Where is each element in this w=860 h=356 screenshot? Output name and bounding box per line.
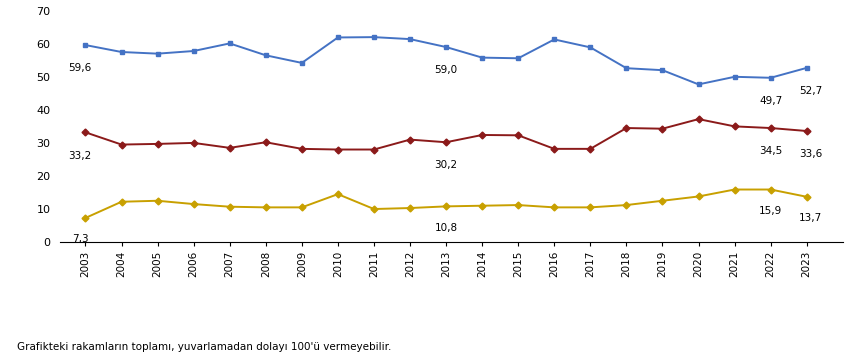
Mutlu [693,82,703,87]
Text: 59,6: 59,6 [69,63,92,73]
Ne mutlu ne mutsuz [297,147,307,151]
Mutlu [585,45,595,49]
Ne mutlu ne mutsuz [657,127,667,131]
Mutlu [188,49,199,53]
Mutsuz [477,204,488,208]
Ne mutlu ne mutsuz [621,126,631,130]
Mutsuz [657,199,667,203]
Ne mutlu ne mutsuz [802,129,812,133]
Text: 13,7: 13,7 [799,213,822,223]
Text: Grafikteki rakamların toplamı, yuvarlamadan dolayı 100'ü vermeyebilir.: Grafikteki rakamların toplamı, yuvarlama… [17,342,391,352]
Mutlu [550,37,560,42]
Mutsuz [513,203,524,207]
Mutlu [80,43,90,47]
Mutlu [441,45,452,49]
Ne mutlu ne mutsuz [513,133,524,137]
Ne mutlu ne mutsuz [585,147,595,151]
Mutlu [657,68,667,72]
Text: 49,7: 49,7 [759,96,783,106]
Mutlu [802,66,812,70]
Line: Mutsuz: Mutsuz [83,187,809,220]
Mutlu [513,56,524,61]
Mutlu [333,35,343,40]
Ne mutlu ne mutsuz [152,142,163,146]
Mutlu [621,66,631,70]
Mutsuz [224,205,235,209]
Mutsuz [188,202,199,206]
Mutsuz [116,200,126,204]
Text: 10,8: 10,8 [434,223,458,233]
Ne mutlu ne mutsuz [477,133,488,137]
Ne mutlu ne mutsuz [333,147,343,152]
Line: Ne mutlu ne mutsuz: Ne mutlu ne mutsuz [83,117,809,152]
Mutsuz [333,192,343,196]
Ne mutlu ne mutsuz [116,142,126,147]
Mutlu [152,52,163,56]
Mutsuz [152,199,163,203]
Mutsuz [802,195,812,199]
Mutsuz [621,203,631,207]
Text: 7,3: 7,3 [71,235,89,245]
Mutsuz [765,187,776,192]
Ne mutlu ne mutsuz [729,124,740,129]
Text: 15,9: 15,9 [759,206,783,216]
Mutsuz [693,194,703,199]
Ne mutlu ne mutsuz [188,141,199,145]
Mutsuz [369,207,379,211]
Mutlu [729,75,740,79]
Ne mutlu ne mutsuz [405,137,415,142]
Mutsuz [261,205,271,209]
Mutsuz [297,205,307,209]
Mutsuz [550,205,560,209]
Mutsuz [441,204,452,209]
Line: Mutlu: Mutlu [83,35,809,87]
Ne mutlu ne mutsuz [80,130,90,135]
Mutsuz [729,187,740,192]
Text: 59,0: 59,0 [434,65,458,75]
Mutlu [297,61,307,65]
Ne mutlu ne mutsuz [441,140,452,145]
Mutsuz [585,205,595,209]
Ne mutlu ne mutsuz [224,146,235,150]
Mutlu [369,35,379,39]
Mutlu [765,76,776,80]
Text: 33,6: 33,6 [799,149,822,159]
Mutsuz [80,216,90,220]
Ne mutlu ne mutsuz [369,147,379,152]
Ne mutlu ne mutsuz [550,147,560,151]
Ne mutlu ne mutsuz [765,126,776,130]
Mutlu [477,56,488,60]
Mutlu [261,53,271,57]
Text: 34,5: 34,5 [759,146,783,156]
Text: 52,7: 52,7 [799,86,822,96]
Text: 33,2: 33,2 [69,151,92,161]
Ne mutlu ne mutsuz [693,117,703,121]
Mutlu [224,41,235,46]
Mutlu [116,50,126,54]
Text: 30,2: 30,2 [434,161,458,171]
Mutsuz [405,206,415,210]
Mutlu [405,37,415,41]
Ne mutlu ne mutsuz [261,140,271,145]
